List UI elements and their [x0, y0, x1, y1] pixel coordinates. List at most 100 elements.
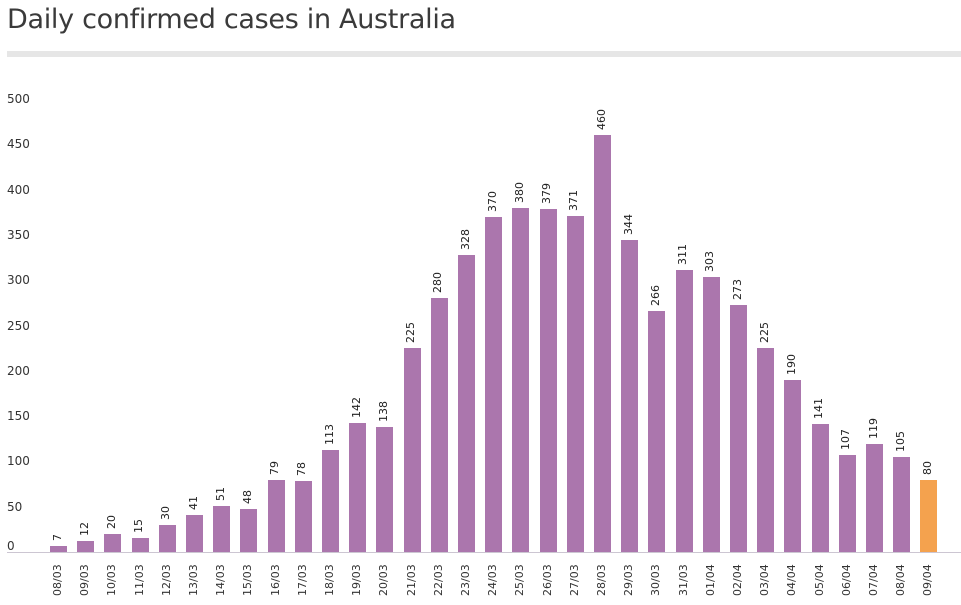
bar-value-label: 460: [594, 109, 608, 131]
bar-value-label: 273: [730, 278, 744, 300]
bar-value-label: 371: [567, 189, 581, 211]
bar: [458, 254, 475, 552]
bar: [893, 456, 911, 552]
bar-value-label: 328: [458, 228, 472, 250]
x-axis-line: [7, 552, 961, 553]
bar-value-label: 190: [784, 353, 798, 375]
x-tick-label: 21/03: [404, 564, 418, 596]
bar-value-label: 225: [757, 322, 771, 344]
x-tick-label: 12/03: [159, 564, 173, 596]
x-tick-label: 01/04: [703, 564, 717, 596]
bar-value-label: 370: [485, 190, 499, 212]
x-tick-label: 26/03: [540, 564, 554, 596]
y-tick-label: 450: [7, 137, 30, 152]
bar-value-label: 119: [866, 418, 880, 440]
bar-value-label: 12: [77, 522, 91, 537]
bar: [186, 514, 203, 552]
bar: [376, 426, 394, 552]
y-tick-label: 350: [7, 227, 30, 242]
bar: [757, 348, 775, 552]
bar-value-label: 266: [648, 285, 662, 306]
bar-value-label: 280: [431, 272, 445, 294]
bar: [267, 480, 285, 552]
x-tick-label: 08/03: [51, 564, 64, 596]
title-divider: [7, 51, 961, 57]
bar-value-label: 113: [322, 423, 336, 445]
bar: [485, 216, 503, 552]
x-tick-label: 05/04: [812, 564, 826, 596]
x-tick-label: 10/03: [105, 564, 119, 596]
x-tick-label: 18/03: [323, 564, 336, 596]
bar: [213, 505, 231, 552]
bar-value-label: 107: [839, 429, 853, 451]
y-tick-label: 0: [7, 539, 15, 553]
bar: [294, 481, 312, 552]
x-tick-label: 27/03: [567, 564, 581, 596]
x-tick-label: 31/03: [676, 564, 690, 596]
bar: [730, 304, 747, 552]
x-tick-label: 02/04: [731, 564, 744, 596]
y-tick-label: 50: [7, 499, 23, 514]
bar: [430, 298, 448, 552]
bar: [50, 545, 67, 552]
bar: [322, 449, 339, 552]
bar-value-label: 15: [132, 519, 146, 534]
bar-value-label: 80: [920, 460, 934, 475]
bar: [838, 455, 856, 552]
x-tick-label: 07/04: [867, 564, 880, 596]
x-tick-label: 22/03: [431, 564, 445, 596]
bar: [158, 524, 176, 552]
y-tick-label: 200: [7, 363, 30, 378]
bar: [702, 277, 720, 552]
x-tick-label: 17/03: [295, 564, 309, 596]
bar-value-label: 311: [676, 244, 690, 266]
bar-value-label: 48: [240, 489, 254, 504]
x-tick-label: 25/03: [513, 564, 527, 596]
bar: [240, 508, 258, 552]
bar: [566, 215, 584, 552]
bar-value-label: 344: [621, 214, 635, 236]
x-tick-label: 03/04: [758, 564, 772, 596]
bar-value-label: 303: [703, 251, 717, 273]
bar: [403, 348, 421, 552]
y-tick-label: 500: [7, 92, 30, 106]
bar: [784, 379, 802, 552]
x-tick-label: 23/03: [459, 564, 472, 596]
bar-value-label: 30: [159, 505, 173, 520]
bar-value-label: 141: [812, 398, 826, 420]
bar: [77, 541, 95, 552]
y-tick-label: 400: [7, 182, 30, 197]
x-tick-label: 16/03: [268, 564, 282, 596]
chart-title: Daily confirmed cases in Australia: [7, 4, 456, 35]
bar-value-label: 138: [376, 400, 390, 422]
bar-value-label: 20: [104, 514, 118, 529]
bar-value-label: 380: [512, 181, 526, 203]
bar: [675, 270, 693, 552]
x-tick-label: 11/03: [132, 564, 146, 596]
x-tick-label: 14/03: [214, 564, 228, 596]
bar: [104, 533, 122, 552]
x-tick-label: 29/03: [622, 564, 636, 596]
x-tick-label: 19/03: [350, 564, 364, 596]
bar: [131, 538, 149, 552]
x-tick-label: 24/03: [486, 564, 500, 596]
bar: [512, 207, 530, 552]
y-tick-label: 250: [7, 318, 30, 333]
bar-value-label: 78: [295, 462, 309, 477]
bar-value-label: 7: [50, 533, 64, 541]
bar: [594, 135, 611, 552]
y-tick-label: 300: [7, 273, 30, 288]
x-tick-label: 06/04: [839, 564, 853, 596]
bar: [621, 240, 639, 552]
y-tick-label: 150: [7, 409, 30, 424]
bar: [648, 311, 666, 552]
bar-value-label: 79: [268, 461, 282, 476]
bar-value-label: 379: [540, 182, 554, 204]
bar-highlighted: [920, 479, 938, 552]
bar: [866, 444, 883, 552]
bar: [349, 423, 367, 552]
x-tick-label: 13/03: [187, 564, 200, 596]
y-tick-label: 100: [7, 454, 30, 469]
bar-value-label: 105: [893, 430, 907, 452]
